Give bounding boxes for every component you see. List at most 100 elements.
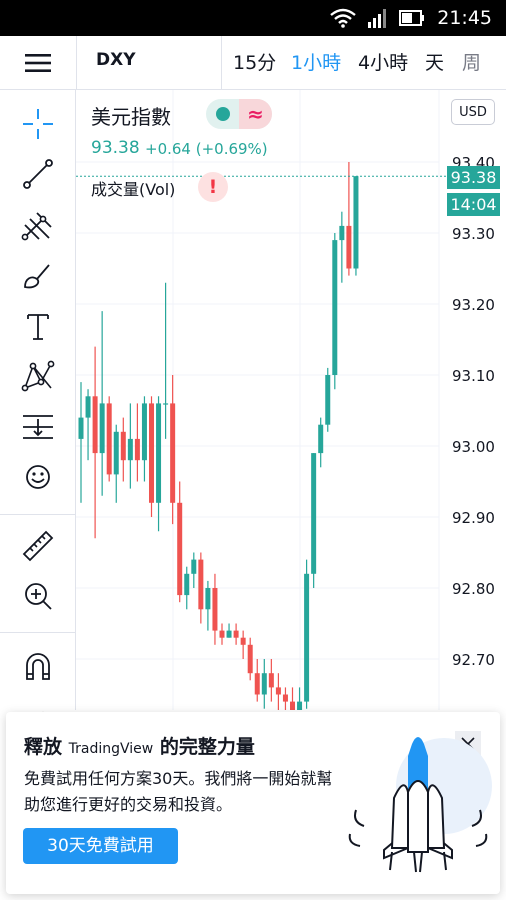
candle-body	[311, 453, 317, 574]
battery-icon	[399, 10, 425, 26]
candle-body	[170, 403, 176, 503]
measure-lines-icon	[22, 415, 53, 439]
crosshair-icon	[22, 109, 53, 139]
signal-icon	[368, 9, 387, 28]
magnet-tool[interactable]	[0, 642, 75, 692]
trend-line-tool[interactable]	[0, 149, 75, 199]
volume-indicator-label[interactable]: 成交量(Vol)	[91, 180, 176, 199]
candle-body	[254, 673, 260, 695]
zoom-in-icon	[24, 583, 52, 610]
status-bar: 21:45	[0, 0, 506, 36]
candle-body	[184, 573, 190, 596]
timeframe-1w[interactable]: 周	[462, 52, 482, 74]
candle-body	[233, 630, 239, 638]
legend-price: 93.38	[91, 138, 140, 158]
pitchfork-tool[interactable]	[0, 201, 75, 251]
candle-body	[134, 438, 140, 461]
brush-tool[interactable]	[0, 251, 75, 301]
hamburger-icon	[25, 53, 51, 72]
delayed-data-icon: ≈	[239, 99, 272, 129]
rocket-illustration-icon	[348, 737, 492, 873]
candle-body	[240, 637, 246, 645]
candle-body	[141, 403, 147, 461]
candle-body	[78, 417, 84, 439]
promo-card: 釋放 TradingView 的完整力量 免費試用任何方案30天。我們將一開始就…	[6, 712, 500, 894]
candle-body	[219, 630, 225, 638]
currency-button[interactable]: USD	[451, 99, 495, 125]
free-trial-button[interactable]: 30天免費試用	[23, 828, 178, 864]
emoji-tool[interactable]	[0, 452, 75, 502]
volume-error-icon[interactable]: !	[198, 172, 228, 202]
candle-body	[268, 673, 274, 688]
price-axis-tick-label: 93.00	[452, 438, 495, 456]
candle-body	[198, 559, 204, 610]
symbol-button[interactable]: DXY	[96, 50, 136, 70]
candle-body	[282, 694, 288, 702]
timeframe-1d[interactable]: 天	[425, 52, 445, 74]
candle-body	[163, 403, 169, 405]
price-axis-tick-label: 92.70	[452, 651, 495, 669]
candle-body	[106, 403, 112, 475]
candle-body	[353, 176, 359, 269]
price-axis-tick-label: 93.20	[452, 296, 495, 314]
brush-icon	[23, 264, 50, 289]
timeframe-15m[interactable]: 15分	[233, 52, 277, 74]
candle-body	[85, 396, 91, 418]
ruler-icon	[22, 530, 53, 562]
candle-body	[332, 240, 338, 375]
last-price-badge: 93.38	[447, 166, 500, 189]
price-axis-tick-label: 93.10	[452, 367, 495, 385]
candle-body	[120, 431, 126, 461]
candle-body	[177, 502, 183, 596]
ruler-tool[interactable]	[0, 521, 75, 571]
crosshair-tool[interactable]	[0, 99, 75, 149]
timeframe-4h[interactable]: 4小時	[358, 52, 409, 74]
candle-body	[318, 424, 324, 454]
candle-body	[339, 225, 345, 241]
promo-title: 釋放 TradingView 的完整力量	[24, 736, 255, 758]
emoji-icon	[25, 465, 50, 489]
legend-symbol-title: 美元指數	[91, 105, 171, 129]
text-tool[interactable]	[0, 301, 75, 351]
candle-body	[149, 403, 154, 503]
measure-lines-tool[interactable]	[0, 402, 75, 452]
pitchfork-icon	[21, 212, 52, 241]
candle-body	[212, 588, 218, 631]
market-open-dot-icon	[216, 107, 230, 121]
timeframe-1h[interactable]: 1小時	[291, 52, 342, 74]
candle-body	[275, 687, 281, 695]
candle-body	[261, 673, 267, 695]
pattern-icon	[21, 360, 54, 392]
candle-body	[325, 375, 331, 425]
price-axis-tick-label: 92.90	[452, 509, 495, 527]
candle-body	[127, 438, 133, 461]
countdown-badge: 14:04	[447, 193, 500, 216]
menu-button[interactable]	[0, 36, 77, 89]
trend-line-icon	[22, 159, 53, 189]
price-axis-tick-label: 92.80	[452, 580, 495, 598]
candle-body	[290, 701, 295, 710]
legend-status-chip[interactable]: ≈	[206, 99, 272, 129]
candle-body	[191, 559, 197, 574]
wifi-icon	[330, 8, 357, 28]
legend-change: +0.64 (+0.69%)	[145, 140, 268, 158]
candle-body	[226, 630, 232, 638]
candle-body	[113, 431, 119, 475]
promo-body: 免費試用任何方案30天。我們將一開始就幫助您進行更好的交易和投資。	[24, 769, 333, 814]
candle-body	[156, 403, 162, 503]
text-icon	[26, 314, 49, 340]
chart-header: DXY 15分 1小時 4小時 天 周	[0, 36, 506, 90]
promo-brand: TradingView	[68, 741, 154, 757]
candle-body	[297, 701, 303, 710]
candle-body	[304, 573, 310, 702]
drawing-toolbar	[0, 90, 76, 727]
zoom-in-tool[interactable]	[0, 571, 75, 621]
candle-body	[346, 225, 352, 269]
candle-body	[247, 644, 253, 674]
candle-body	[92, 396, 98, 454]
pattern-tool[interactable]	[0, 352, 75, 402]
price-axis-tick-label: 93.30	[452, 225, 495, 243]
status-time: 21:45	[437, 7, 492, 29]
magnet-icon	[25, 653, 50, 680]
